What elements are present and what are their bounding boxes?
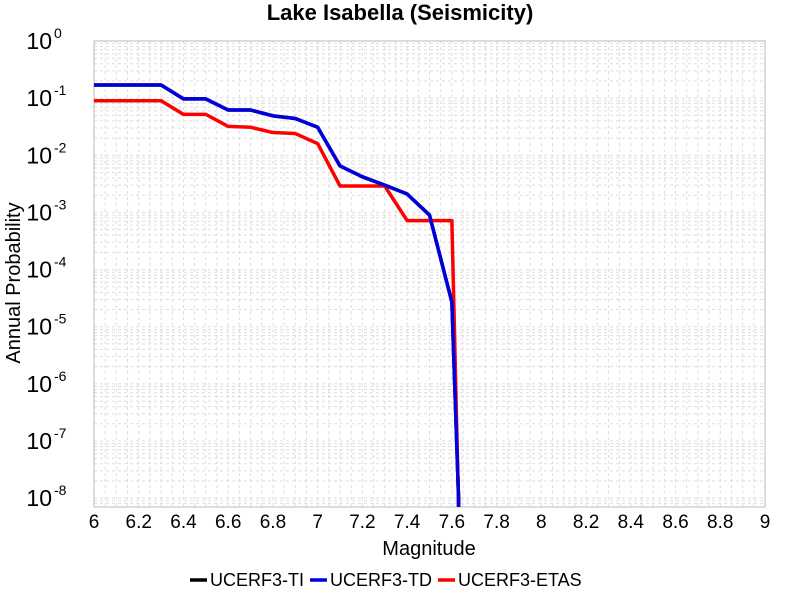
chart-title: Lake Isabella (Seismicity) (267, 0, 534, 25)
legend: UCERF3-TI UCERF3-TD UCERF3-ETAS (190, 570, 582, 590)
x-tick-label: 6.6 (215, 512, 241, 533)
y-tick-base: 10 (26, 485, 52, 511)
x-tick-label: 6.4 (170, 512, 197, 533)
grid (93, 40, 766, 508)
y-tick-label: 10 0 (26, 25, 62, 54)
legend-item: UCERF3-TI (190, 570, 304, 590)
y-tick-exponent: -8 (54, 482, 67, 498)
plot-area (93, 40, 766, 508)
y-tick-label: 10 -4 (26, 254, 66, 283)
x-tick-label: 8.2 (573, 512, 599, 533)
x-tick-label: 7.4 (394, 512, 421, 533)
series-line-ucerf3-etas (94, 99, 461, 508)
x-tick-label: 6.8 (260, 512, 286, 533)
x-axis-ticks: 6 6.2 6.4 6.6 6.8 7 7.2 7.4 7.6 7.8 8 8.2 8.4 8.6 8.8 9 (89, 512, 771, 533)
y-tick-label: 10 -2 (26, 139, 66, 168)
x-tick-label: 7.8 (483, 512, 509, 533)
x-tick-label: 8.6 (662, 512, 688, 533)
y-tick-label: 10 -5 (26, 311, 66, 340)
y-tick-base: 10 (26, 199, 52, 225)
legend-item: UCERF3-ETAS (438, 570, 582, 590)
legend-label: UCERF3-TI (210, 570, 304, 590)
y-tick-base: 10 (26, 257, 52, 283)
y-tick-base: 10 (26, 314, 52, 340)
legend-label: UCERF3-ETAS (458, 570, 582, 590)
x-tick-label: 8.8 (707, 512, 733, 533)
legend-label: UCERF3-TD (330, 570, 432, 590)
x-axis-label: Magnitude (382, 538, 475, 560)
series-lines (94, 83, 461, 508)
y-tick-base: 10 (26, 428, 52, 454)
y-tick-exponent: 0 (54, 25, 62, 41)
y-tick-exponent: -4 (54, 254, 67, 270)
y-tick-exponent: -3 (54, 196, 67, 212)
y-tick-exponent: -6 (54, 368, 67, 384)
series-line-ucerf3-td (94, 83, 461, 507)
y-tick-base: 10 (26, 371, 52, 397)
y-tick-exponent: -7 (54, 425, 67, 441)
x-tick-label: 6.2 (126, 512, 152, 533)
x-tick-label: 7 (312, 512, 323, 533)
y-tick-base: 10 (26, 142, 52, 168)
y-tick-base: 10 (26, 85, 52, 111)
x-tick-label: 7.2 (349, 512, 375, 533)
x-tick-label: 7.6 (439, 512, 465, 533)
y-tick-label: 10 -8 (26, 482, 66, 511)
y-tick-label: 10 -3 (26, 196, 66, 225)
y-tick-base: 10 (26, 28, 52, 54)
y-tick-label: 10 -6 (26, 368, 66, 397)
y-tick-label: 10 -7 (26, 425, 66, 454)
y-tick-exponent: -1 (54, 82, 67, 98)
y-tick-exponent: -2 (54, 139, 67, 155)
y-axis-label: Annual Probability (3, 202, 25, 363)
x-tick-label: 9 (760, 512, 771, 533)
x-tick-label: 6 (89, 512, 100, 533)
y-tick-exponent: -5 (54, 311, 67, 327)
y-tick-label: 10 -1 (26, 82, 66, 111)
x-tick-label: 8 (536, 512, 547, 533)
x-tick-label: 8.4 (618, 512, 645, 533)
legend-item: UCERF3-TD (310, 570, 432, 590)
